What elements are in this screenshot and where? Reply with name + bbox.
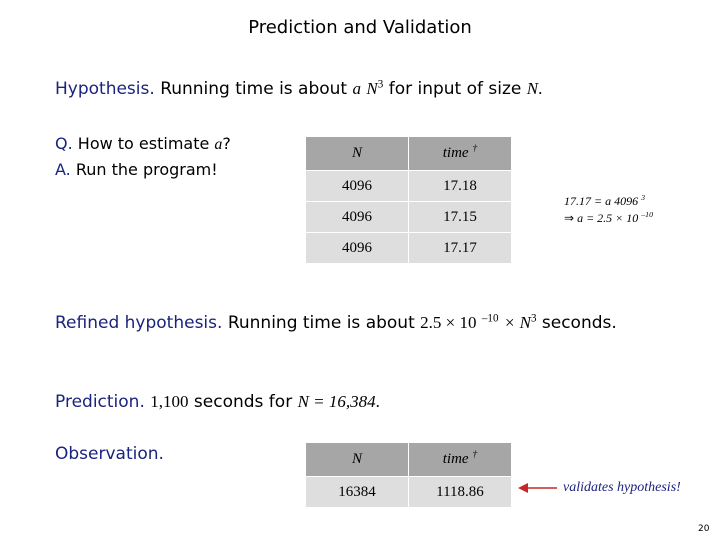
validation-note: validates hypothesis! [563,480,681,495]
left-arrow-icon [518,483,557,493]
table-row: 4096 17.15 [306,201,511,233]
prediction-text: seconds for [193,392,293,412]
refined-text: Running time is about [227,313,415,333]
cell-time: 17.15 [408,201,511,233]
prediction-expr: N = 16,384 [297,392,376,411]
hypothesis-var-n: N [366,79,378,98]
hypothesis-label: Hypothesis. [55,79,155,99]
question-line: Q. How to estimate a? [55,131,231,157]
refined-coefficient-exp: –10 [481,312,499,325]
question-text: How to estimate [77,134,210,153]
refined-n-exp: 3 [530,312,537,325]
table-row: 16384 1118.86 [306,476,511,507]
qa-block: Q. How to estimate a? A. Run the program… [55,131,231,182]
refined-times-n: × N [503,313,531,332]
answer-line: A. Run the program! [55,157,231,182]
cell-n: 4096 [306,201,409,233]
hypothesis-period: . [538,79,543,98]
header-time: time † [408,137,511,171]
question-label: Q. [55,134,73,153]
prediction-period: . [375,392,380,411]
observation-label: Observation. [55,444,164,464]
refined-label: Refined hypothesis. [55,313,223,333]
header-n: N [306,443,409,477]
prediction-line: Prediction. 1,100 seconds for N = 16,384… [55,392,380,412]
header-n: N [306,137,409,171]
cell-time: 1118.86 [408,476,511,507]
page-number: 20 [698,524,710,534]
hypothesis-exponent: 3 [377,78,384,91]
dagger-mark: † [472,143,478,154]
answer-label: A. [55,160,71,179]
hypothesis-var-a: a [352,79,362,98]
cell-n: 4096 [306,232,409,263]
hypothesis-text: Running time is about [160,79,348,99]
cell-time: 17.18 [408,170,511,202]
prediction-value: 1,100 [150,392,189,411]
table-header-row: N time † [306,443,511,477]
refined-hypothesis-line: Refined hypothesis. Running time is abou… [55,313,617,333]
refined-coefficient: 2.5 × 10 [420,313,477,332]
hypothesis-var-n2: N [526,79,539,98]
table-row: 4096 17.17 [306,232,511,263]
header-time: time † [408,443,511,477]
hypothesis-line: Hypothesis. Running time is about a N3 f… [55,79,542,99]
page-title: Prediction and Validation [248,17,472,38]
refined-text-after: seconds. [541,313,617,333]
observation-table: N time † 16384 1118.86 [306,443,511,507]
implies-icon: ⇒ [564,211,575,225]
dagger-mark: † [472,449,478,460]
cell-time: 17.17 [408,232,511,263]
calc-line-1: 17.17 = a 4096 3 [564,193,646,208]
cell-n: 16384 [306,476,409,507]
estimate-calculation: 17.17 = a 4096 3 ⇒ a = 2.5 × 10 –10 [564,193,653,227]
question-var: a [214,136,223,153]
table-row: 4096 17.18 [306,170,511,202]
hypothesis-text-after: for input of size [388,79,522,99]
cell-n: 4096 [306,170,409,202]
answer-text: Run the program! [75,160,218,179]
question-mark: ? [222,134,231,153]
calc-line-2: ⇒ a = 2.5 × 10 –10 [564,210,653,225]
timing-table: N time † 4096 17.18 4096 17.15 4096 17.1… [306,137,511,263]
prediction-label: Prediction. [55,392,145,412]
table-header-row: N time † [306,137,511,171]
